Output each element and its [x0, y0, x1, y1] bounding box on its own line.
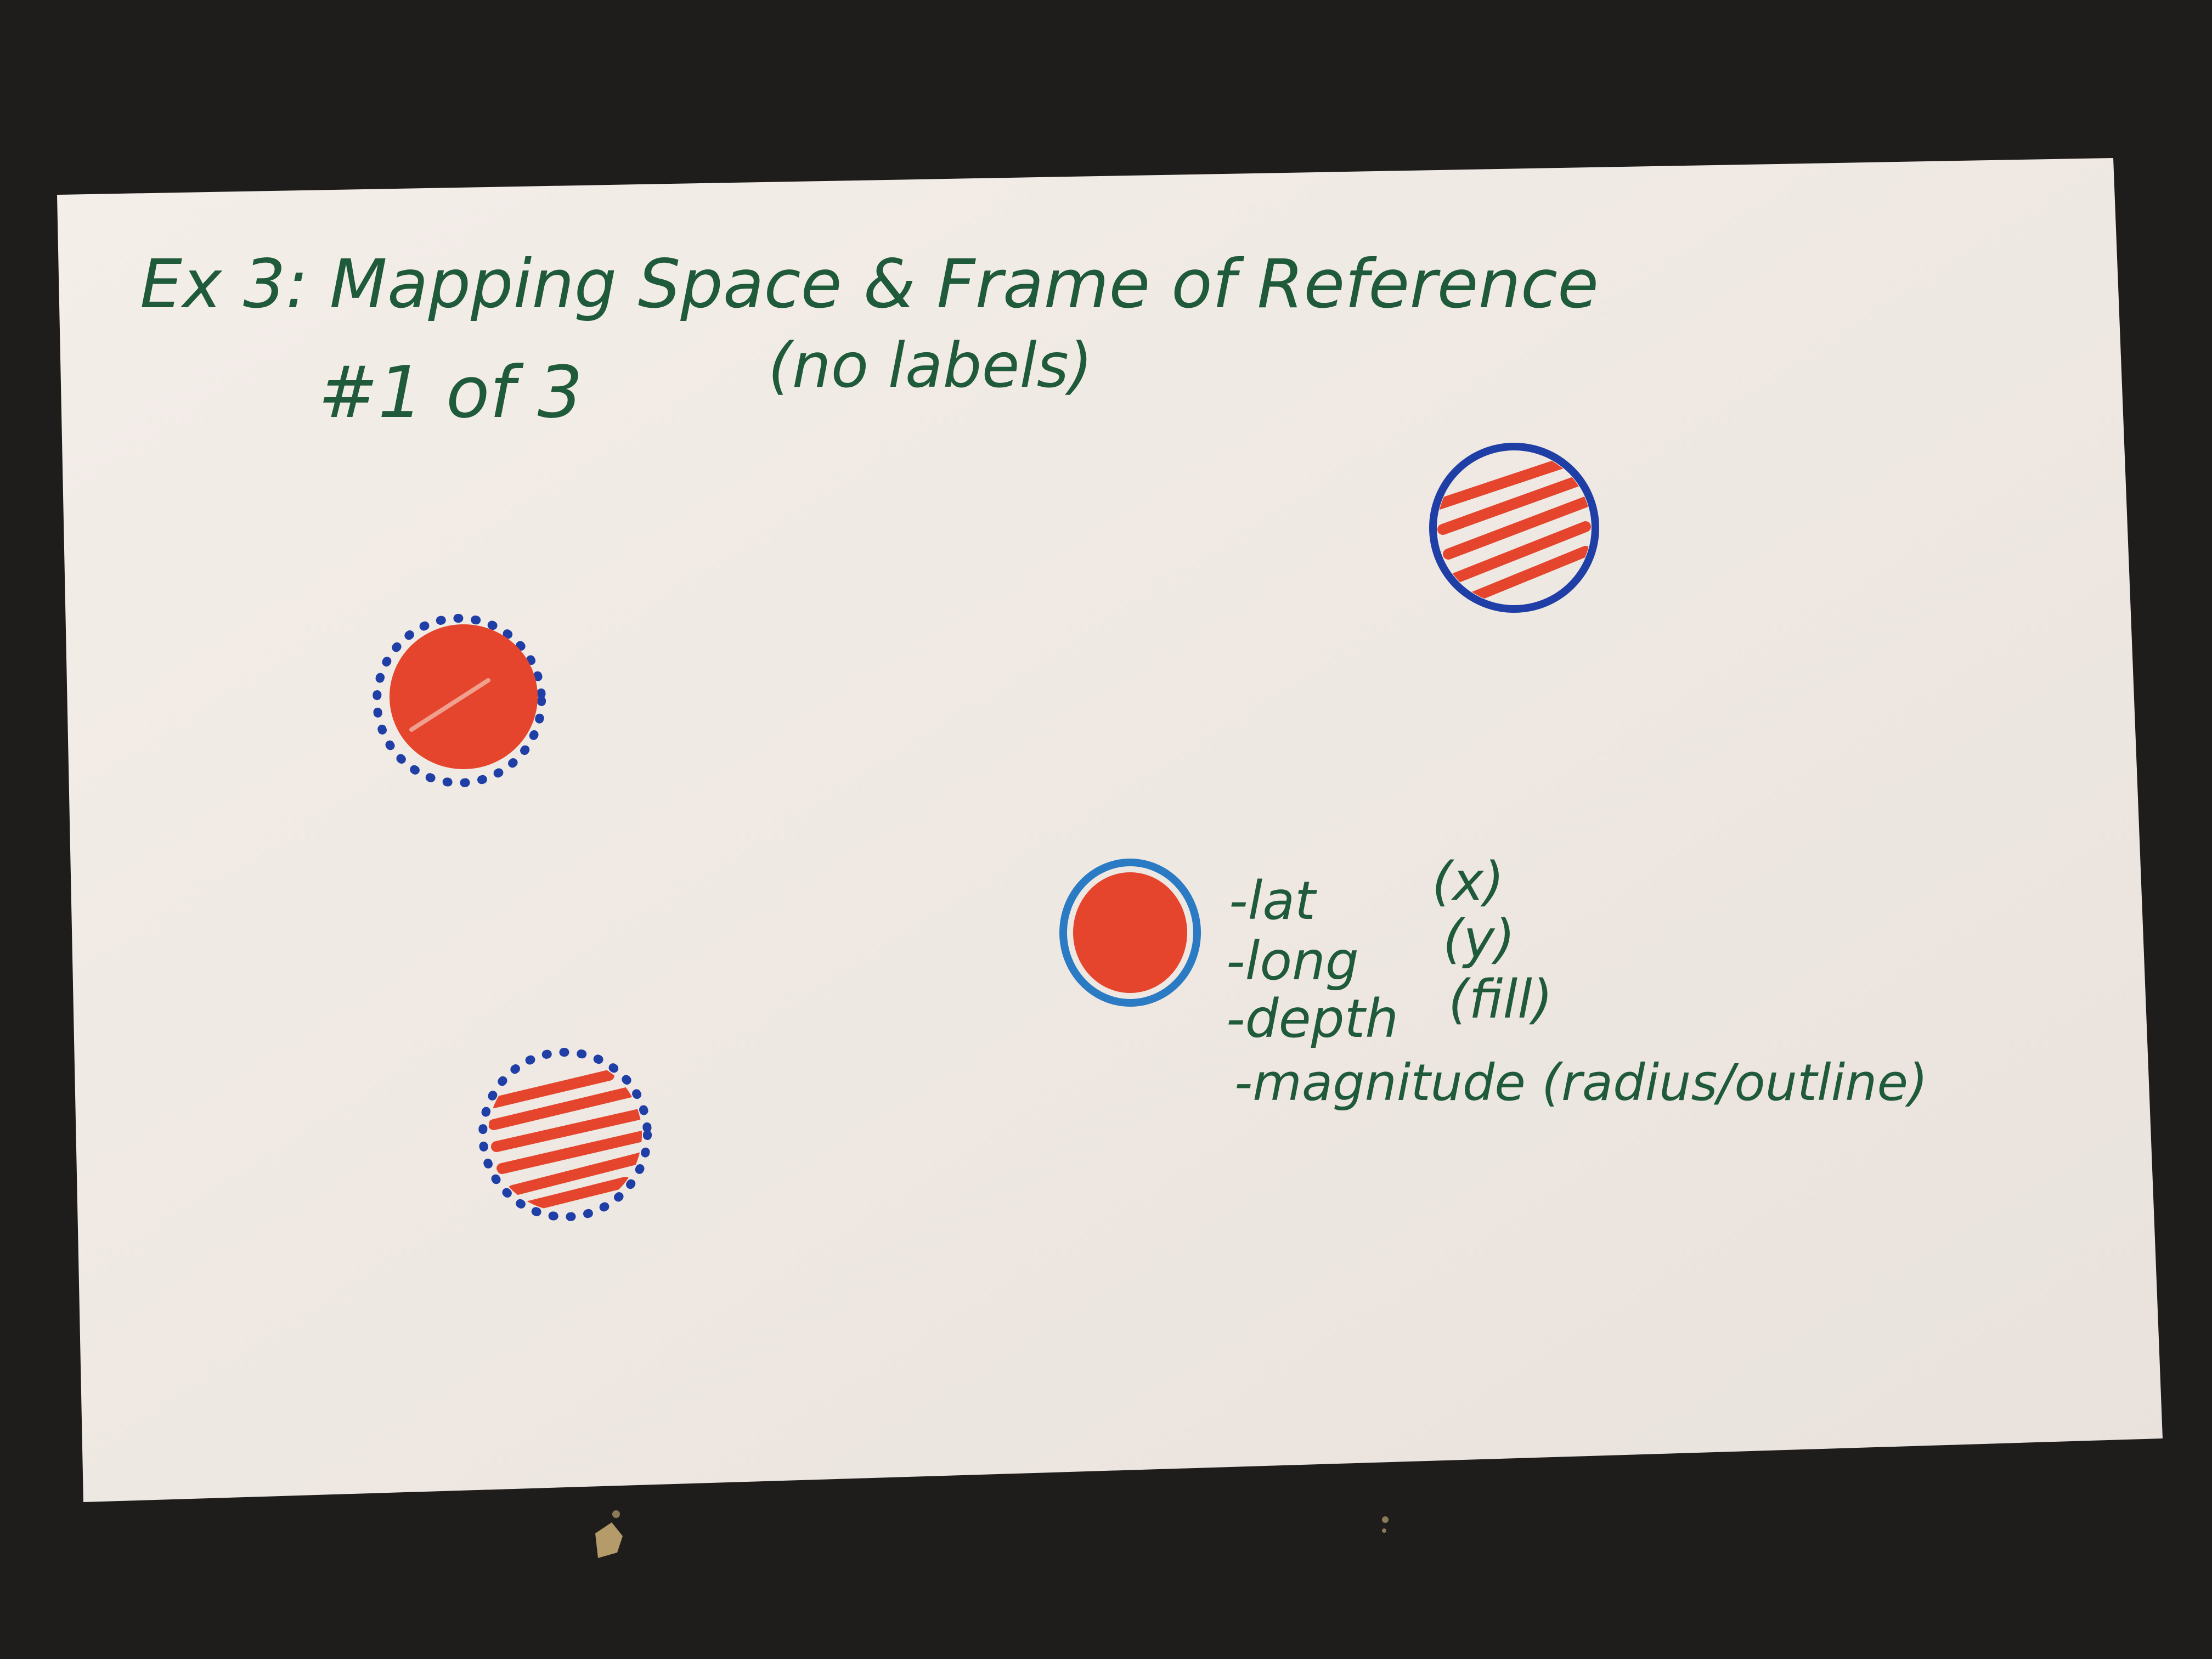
card-subtitle-note: (no labels)	[768, 330, 1093, 402]
card-title: Ex 3: Mapping Space & Frame of Reference	[140, 245, 1599, 323]
mark-top-right	[1429, 443, 1599, 613]
legend-label-lat: -lat	[1229, 870, 1317, 932]
table-specks	[595, 1510, 1389, 1558]
legend-encoding-long: (y)	[1443, 909, 1515, 970]
legend-encoding-depth: (fill)	[1448, 969, 1553, 1030]
legend-label-depth: -depth	[1226, 988, 1398, 1049]
legend-encoding-lat: (x)	[1432, 851, 1504, 912]
legend-label-magnitude: -magnitude (radius/outline)	[1234, 1053, 1928, 1112]
legend-label-long: -long	[1226, 930, 1359, 992]
index-card	[57, 158, 2163, 1502]
mark-left	[373, 614, 546, 787]
card-subtitle-number: #1 of 3	[318, 351, 583, 434]
mark-center	[1059, 859, 1201, 1007]
legend: -lat (x) -long (y) -depth (fill) -magnit…	[1226, 851, 1928, 1112]
mark-bottom-left	[478, 1048, 652, 1221]
